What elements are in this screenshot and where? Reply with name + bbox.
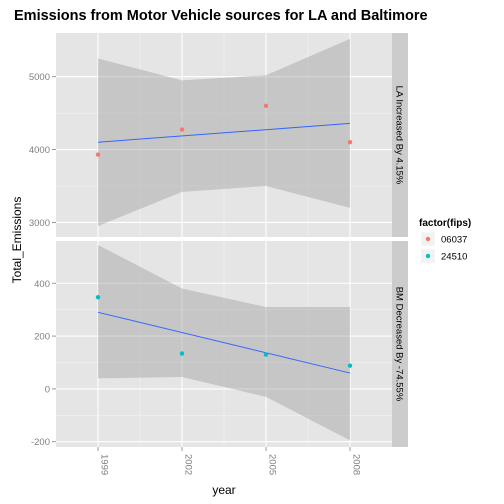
facet-panel-24510: -200 0 200 400 BM Decreased By -74.55%: [31, 241, 408, 448]
facet-strip: [392, 241, 408, 447]
y-tick-label: 200: [34, 332, 50, 343]
legend-marker: [425, 236, 431, 242]
y-tick-label: 4000: [29, 145, 50, 156]
data-point: [263, 103, 269, 108]
legend-title: factor(fips): [419, 218, 471, 229]
facet-strip-label: LA Increased By 4.15%: [394, 86, 405, 185]
legend-label: 24510: [441, 252, 467, 263]
data-point: [179, 351, 185, 356]
x-tick-label: 2005: [267, 454, 278, 475]
data-point: [179, 127, 185, 132]
legend-marker: [425, 253, 431, 259]
y-tick-label: 3000: [29, 218, 50, 229]
y-tick-label: 5000: [29, 72, 50, 83]
x-tick-label: 1999: [99, 454, 110, 475]
data-point: [263, 352, 269, 357]
x-tick-label: 2008: [351, 454, 362, 475]
y-tick-label: 400: [34, 279, 50, 290]
legend-label: 06037: [441, 235, 467, 246]
facet-strip-label: BM Decreased By -74.55%: [394, 287, 405, 402]
data-point: [95, 295, 101, 300]
regression-line: [97, 311, 351, 374]
y-tick-label: 0: [45, 384, 50, 395]
facet-panel-06037: 3000 4000 5000 LA Increased By 4.15%: [29, 33, 408, 237]
y-tick-label: -200: [31, 437, 50, 448]
data-point: [347, 140, 353, 145]
chart-title: Emissions from Motor Vehicle sources for…: [14, 8, 428, 24]
x-axis-label: year: [212, 483, 235, 497]
facet-strip: [392, 33, 408, 237]
data-point: [95, 152, 101, 157]
y-axis-label: Total_Emissions: [10, 197, 24, 284]
x-tick-label: 2002: [183, 454, 194, 475]
data-point: [347, 363, 353, 368]
regression-line: [97, 122, 351, 143]
